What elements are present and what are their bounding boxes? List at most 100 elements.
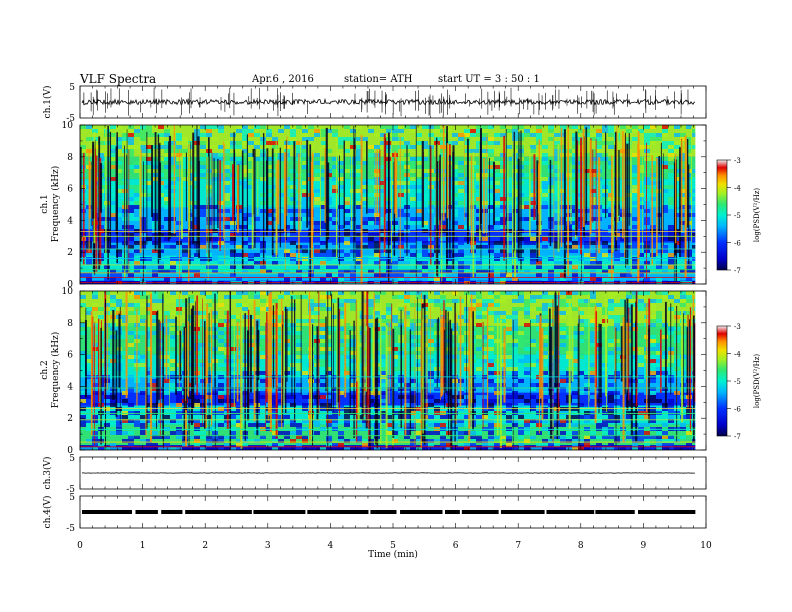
spectrogram-cell (572, 209, 578, 213)
spectrogram-cell (362, 291, 368, 295)
spectrogram-cell (236, 245, 242, 249)
spectrogram-cell (632, 359, 638, 363)
spectrogram-cell (344, 411, 350, 415)
spectrogram-cell (164, 149, 170, 153)
spectrogram-cell (260, 435, 266, 439)
spectrogram-cell (134, 129, 140, 133)
spectrogram-cell (158, 269, 164, 273)
spectrogram-cell (380, 145, 386, 149)
spectrogram-cell (392, 277, 398, 281)
spectrogram-cell (536, 319, 542, 323)
spectrogram-cell (542, 439, 548, 443)
spectrogram-cell (656, 339, 662, 343)
spectrogram-cell (584, 253, 590, 257)
spectrogram-cell (476, 347, 482, 351)
spectrogram-cell (458, 269, 464, 273)
spectrogram-cell (344, 189, 350, 193)
spectrogram-cell (224, 443, 230, 447)
spectrogram-cell (158, 339, 164, 343)
spectrogram-cell (86, 439, 92, 443)
spectrogram-cell (644, 221, 650, 225)
spectrogram-cell (218, 201, 224, 205)
spectrogram-cell (362, 257, 368, 261)
spectrogram-cell (488, 435, 494, 439)
spectrogram-cell (614, 347, 620, 351)
spectrogram-cell (380, 387, 386, 391)
spectrogram-cell (518, 387, 524, 391)
spectrogram-cell (476, 415, 482, 419)
spectrogram-cell (458, 133, 464, 137)
spectrogram-cell (572, 173, 578, 177)
spectrogram-cell (608, 193, 614, 197)
spectrogram-cell (482, 351, 488, 355)
spectrogram-cell (158, 447, 164, 450)
spectrogram-cell (212, 253, 218, 257)
spectrogram-cell (278, 315, 284, 319)
spectrogram-cell (482, 229, 488, 233)
spectrogram-cell (554, 201, 560, 205)
spectrogram-cell (662, 431, 668, 435)
spectrogram-cell (458, 447, 464, 450)
spectrogram-cell (410, 125, 416, 129)
spectrogram-cell (650, 189, 656, 193)
spectrogram-cell (272, 307, 278, 311)
spectrogram-cell (110, 205, 116, 209)
spectrogram-cell (308, 303, 314, 307)
spectrogram-cell (266, 225, 272, 229)
spectrogram-cell (464, 363, 470, 367)
spectrogram-cell (188, 269, 194, 273)
spectrogram-cell (302, 391, 308, 395)
spectrogram-cell (116, 257, 122, 261)
spectrogram-cell (656, 351, 662, 355)
spectrogram-cell (230, 133, 236, 137)
spectrogram-cell (650, 363, 656, 367)
spectrogram-cell (494, 133, 500, 137)
spectrogram-cell (476, 193, 482, 197)
spectrogram-cell (512, 307, 518, 311)
spectrogram-cell (116, 277, 122, 281)
spectrogram-cell (128, 205, 134, 209)
spectrogram-cell (218, 435, 224, 439)
spectrogram-cell (488, 295, 494, 299)
spectrogram-cell (194, 399, 200, 403)
spectrogram-cell (644, 435, 650, 439)
spectrogram-cell (572, 439, 578, 443)
spectrogram-cell (236, 269, 242, 273)
spectrogram-cell (80, 351, 86, 355)
spectrogram-cell (560, 221, 566, 225)
spectrogram-cell (692, 419, 698, 423)
spectrogram-cell (224, 153, 230, 157)
spectrogram-cell (284, 237, 290, 241)
spectrogram-cell (350, 303, 356, 307)
spectrogram-cell (200, 395, 206, 399)
spectrogram-cell (152, 387, 158, 391)
spectrogram-cell (572, 245, 578, 249)
spectrogram-cell (164, 237, 170, 241)
spectrogram-cell (608, 269, 614, 273)
spectrogram-cell (464, 423, 470, 427)
spectrogram-cell (656, 367, 662, 371)
spectrogram-cell (392, 367, 398, 371)
spectrogram-cell (212, 225, 218, 229)
spectrogram-cell (632, 323, 638, 327)
spectrogram-cell (632, 363, 638, 367)
spectrogram-cell (608, 277, 614, 281)
spectrogram-cell (224, 225, 230, 229)
spectrogram-cell (92, 319, 98, 323)
spectrogram-cell (620, 261, 626, 265)
spectrogram-cell (410, 395, 416, 399)
spectrogram-cell (254, 261, 260, 265)
spectrogram-cell (122, 355, 128, 359)
spectrogram-cell (512, 367, 518, 371)
spectrogram-cell (356, 177, 362, 181)
spectrogram-cell (536, 447, 542, 450)
spectrogram-cell (128, 391, 134, 395)
spectrogram-cell (626, 431, 632, 435)
spectrogram-cell (212, 217, 218, 221)
spectrogram-cell (428, 299, 434, 303)
spectrogram-cell (176, 157, 182, 161)
spectrogram-cell (338, 387, 344, 391)
spectrogram-cell (608, 343, 614, 347)
spectrogram-cell (554, 153, 560, 157)
spectrogram-cell (188, 245, 194, 249)
